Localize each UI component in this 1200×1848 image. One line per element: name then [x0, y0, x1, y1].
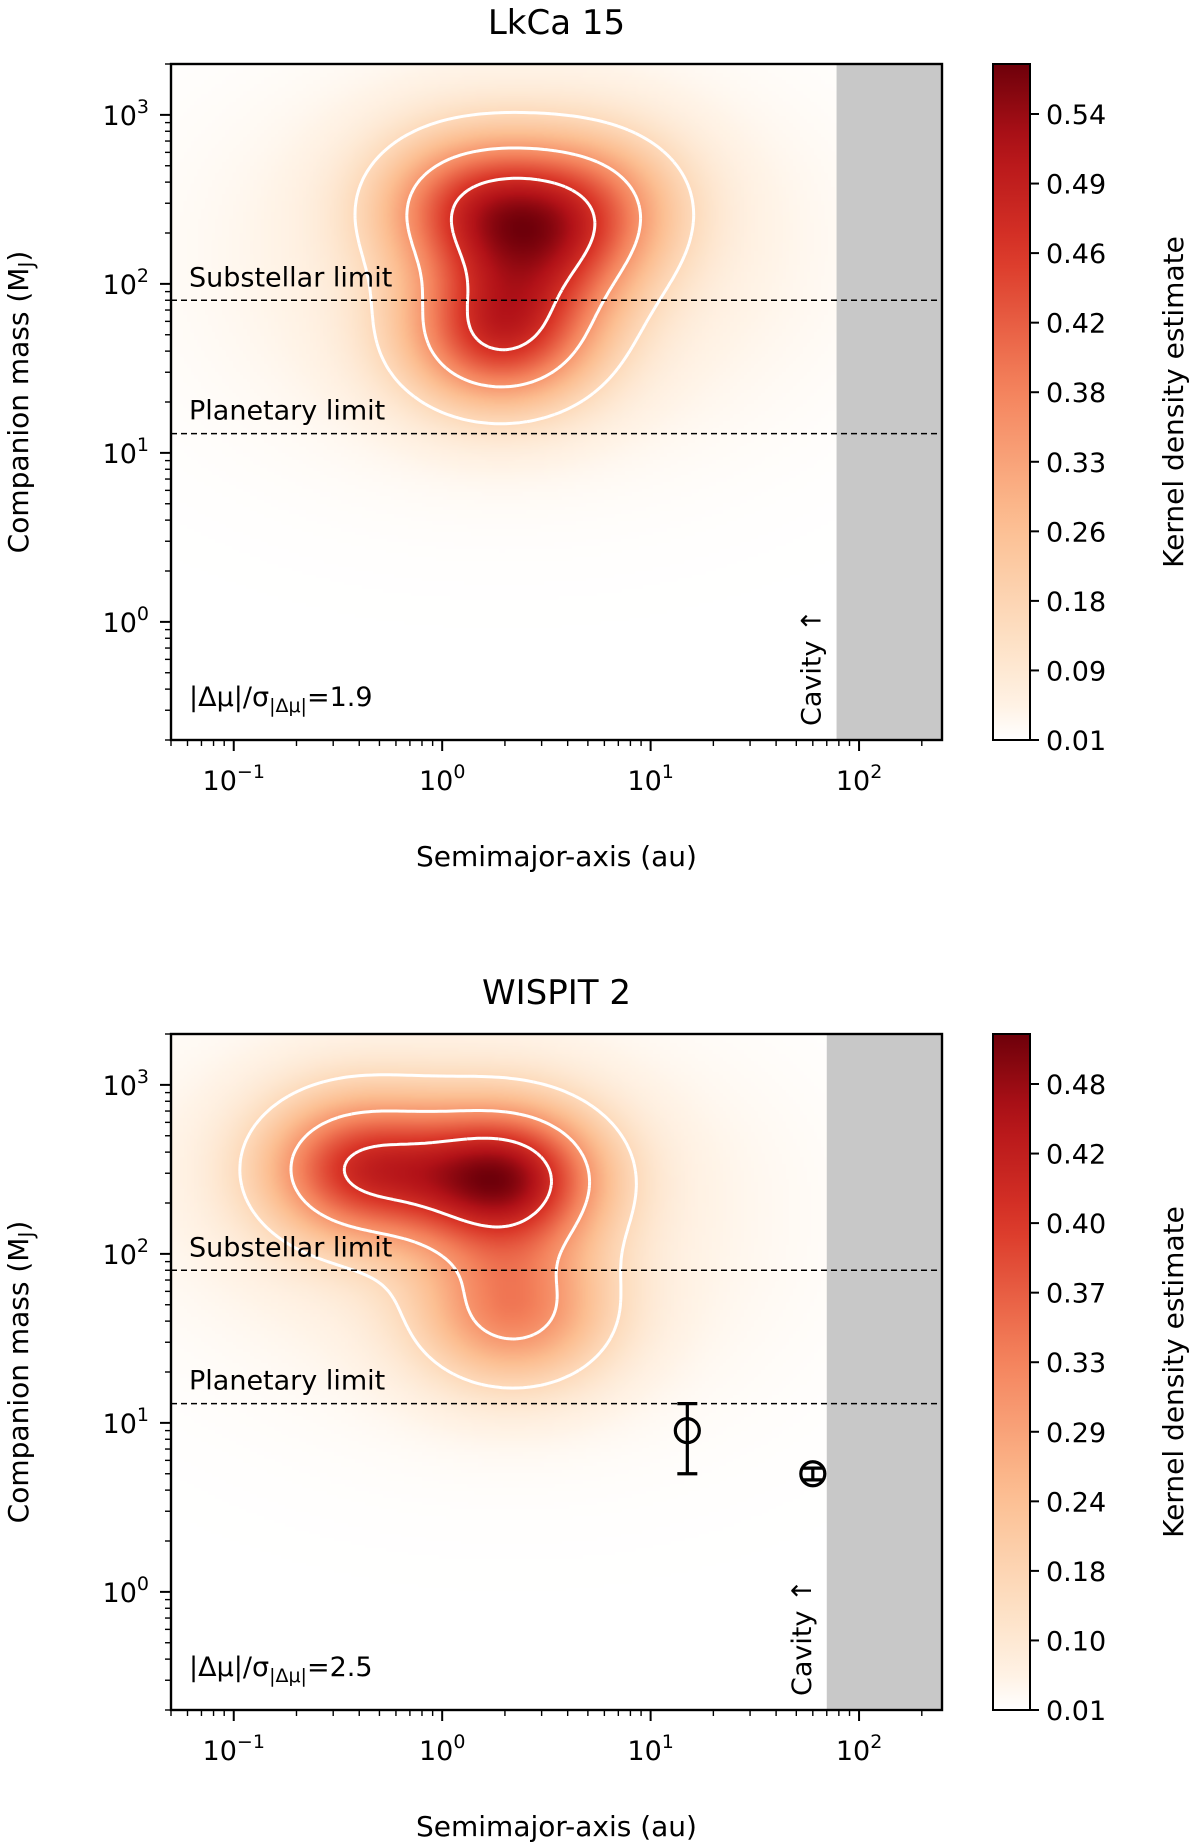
y-tick-label: 103	[103, 96, 149, 132]
y-axis-label: Companion mass (MJ)	[2, 1221, 38, 1524]
colorbar-tick-label: 0.18	[1046, 1557, 1106, 1588]
colorbar-tick-label: 0.54	[1046, 100, 1106, 131]
colorbar-tick-label: 0.37	[1046, 1279, 1106, 1310]
colorbar-tick-label: 0.38	[1046, 378, 1106, 409]
colorbar	[992, 63, 1031, 741]
stat-annotation: |Δμ|/σ|Δμ|=2.5	[189, 1652, 373, 1687]
x-axis-label: Semimajor-axis (au)	[416, 840, 697, 873]
cavity-label: Cavity ↑	[787, 1579, 818, 1696]
panel-1: LkCa 15 Substellar limit Planetary limit Ca…	[2, 3, 1190, 873]
colorbar-tick-label: 0.26	[1046, 517, 1106, 548]
y-tick-label: 103	[103, 1066, 149, 1102]
colorbar-label: Kernel density estimate	[1157, 236, 1190, 568]
density-contour-3	[342, 1136, 553, 1229]
colorbar-tick-label: 0.10	[1046, 1626, 1106, 1657]
colorbar-tick-label: 0.42	[1046, 309, 1106, 340]
planetary-limit-label: Planetary limit	[189, 1366, 385, 1397]
density-heatmap	[171, 64, 942, 740]
substellar-limit-label: Substellar limit	[189, 262, 392, 293]
x-tick-label: 102	[836, 761, 882, 797]
cavity-region	[836, 64, 942, 740]
colorbar-label: Kernel density estimate	[1157, 1206, 1190, 1538]
x-tick-label: 100	[419, 761, 465, 797]
cavity-region	[826, 1034, 942, 1710]
planetary-limit-label: Planetary limit	[189, 396, 385, 427]
density-heatmap	[171, 1034, 942, 1710]
colorbar-tick-label: 0.29	[1046, 1418, 1106, 1449]
chart-title: LkCa 15	[488, 3, 625, 43]
y-tick-label: 101	[103, 434, 149, 470]
density-contour-1	[238, 1073, 638, 1390]
y-tick-label: 102	[103, 265, 149, 301]
colorbar-tick-label: 0.09	[1046, 656, 1106, 687]
colorbar-tick-label: 0.33	[1046, 448, 1106, 479]
colorbar-tick-label: 0.18	[1046, 587, 1106, 618]
colorbar-tick-label: 0.33	[1046, 1348, 1106, 1379]
stat-annotation: |Δμ|/σ|Δμ|=1.9	[189, 682, 373, 717]
substellar-limit-label: Substellar limit	[189, 1232, 392, 1263]
colorbar-tick-label: 0.46	[1046, 239, 1106, 270]
y-tick-label: 100	[103, 1573, 149, 1609]
x-axis-label: Semimajor-axis (au)	[416, 1810, 697, 1843]
y-tick-label: 101	[103, 1404, 149, 1440]
x-tick-label: 101	[627, 761, 673, 797]
point-marker	[799, 1460, 827, 1488]
density-contour-1	[353, 110, 696, 426]
colorbar	[992, 1033, 1031, 1711]
density-contour-2	[405, 146, 643, 389]
colorbar-tick-label: 0.48	[1046, 1070, 1106, 1101]
colorbar-tick-label: 0.42	[1046, 1140, 1106, 1171]
panel-2: WISPIT 2 Substellar limit Planetary limit C…	[2, 973, 1190, 1843]
x-tick-label: 102	[836, 1731, 882, 1767]
x-tick-label: 10−1	[203, 1731, 265, 1767]
colorbar-tick-label: 0.49	[1046, 170, 1106, 201]
companion-point-1	[673, 1402, 701, 1476]
cavity-label: Cavity ↑	[797, 609, 828, 726]
x-tick-label: 10−1	[203, 761, 265, 797]
y-tick-label: 100	[103, 603, 149, 639]
x-tick-label: 101	[627, 1731, 673, 1767]
chart-title: WISPIT 2	[482, 973, 631, 1013]
density-contour-3	[449, 176, 597, 352]
y-axis-label: Companion mass (MJ)	[2, 251, 38, 554]
companion-point-2	[799, 1460, 827, 1488]
x-tick-label: 100	[419, 1731, 465, 1767]
density-contour-2	[289, 1109, 592, 1341]
colorbar-tick-label: 0.01	[1046, 1696, 1106, 1727]
point-marker	[673, 1417, 701, 1445]
y-tick-label: 102	[103, 1235, 149, 1271]
colorbar-tick-label: 0.24	[1046, 1487, 1106, 1518]
colorbar-tick-label: 0.01	[1046, 726, 1106, 757]
colorbar-tick-label: 0.40	[1046, 1209, 1106, 1240]
